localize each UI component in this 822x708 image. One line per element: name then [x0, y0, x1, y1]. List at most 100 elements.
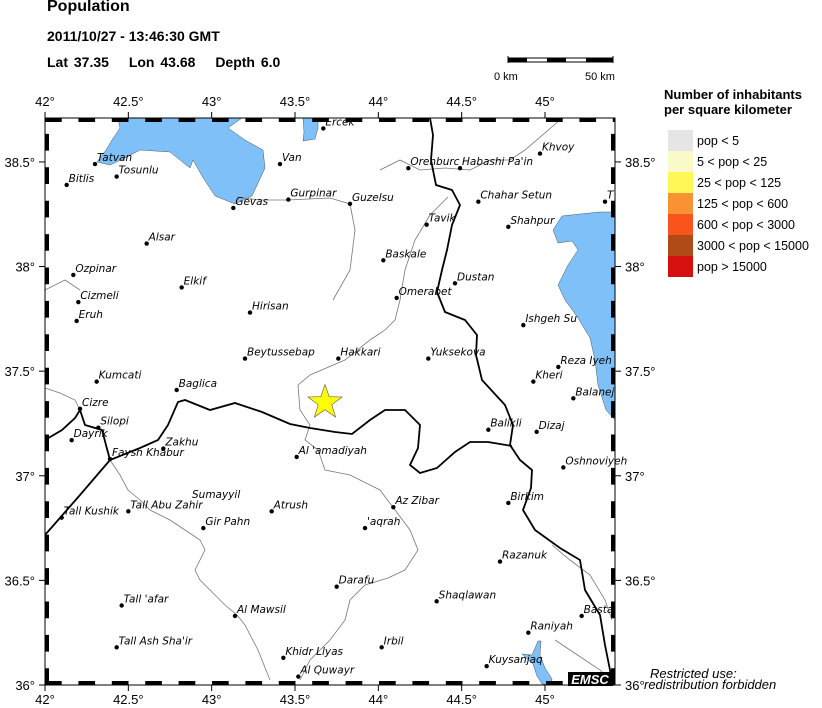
- lon-label-top: 44.5°: [446, 94, 477, 109]
- usage-notice: Restricted use: redistribution forbidden: [644, 667, 776, 691]
- city-marker: Faysh Khabur: [107, 447, 184, 462]
- city-label: Kumcati: [99, 370, 142, 382]
- city-dot-icon: [119, 603, 124, 608]
- city-dot-icon: [92, 161, 98, 167]
- city-dot-icon: [334, 584, 339, 589]
- country-borders: [44, 117, 613, 686]
- legend-label: pop < 5: [697, 133, 740, 148]
- city-dot-icon: [74, 318, 79, 324]
- city-marker: Tall Ash Sha'ir: [114, 635, 193, 650]
- lat-label-left: 37°: [15, 469, 35, 484]
- city-marker: Van: [277, 152, 302, 167]
- city-label: Khidr Llyas: [285, 646, 343, 658]
- city-marker: Kheri: [531, 370, 563, 384]
- city-dot-icon: [434, 599, 439, 604]
- city-label: T: [607, 190, 615, 202]
- city-label: Baskale: [385, 248, 426, 260]
- city-label: Tosunlu: [119, 165, 159, 177]
- city-marker: Yuksekova: [426, 347, 486, 361]
- city-label: Raniyah: [530, 621, 573, 633]
- city-marker: Ishgeh Su: [521, 313, 577, 328]
- city-label: Razanuk: [502, 550, 548, 562]
- scale-end: 50 km: [585, 71, 615, 83]
- city-label: Ozpinar: [75, 263, 116, 275]
- legend-item: pop < 5: [668, 130, 809, 151]
- city-dot-icon: [94, 379, 99, 384]
- city-dot-icon: [561, 465, 566, 470]
- city-label: Sumayyil: [192, 489, 240, 501]
- legend-title-line1: Number of inhabitants: [664, 87, 802, 102]
- city-label: Baglica: [179, 378, 217, 390]
- graticule-labels: 42° 42° 42.5° 42.5° 43° 43° 43.5° 43.5° 44° 44° 44…: [4, 94, 655, 707]
- city-dot-icon: [174, 387, 179, 393]
- city-marker: Tosunlu: [114, 165, 159, 179]
- lon-label-bottom: 43.5°: [280, 692, 311, 707]
- city-dot-icon: [114, 645, 119, 650]
- city-marker: Sumayyil: [192, 489, 240, 501]
- city-dot-icon: [497, 559, 503, 564]
- city-label: Al 'amadiyah: [298, 445, 367, 457]
- scale-bar: 0 km 50 km: [494, 56, 615, 83]
- city-dot-icon: [484, 663, 489, 669]
- city-dot-icon: [64, 182, 69, 188]
- city-dot-icon: [179, 285, 184, 290]
- city-label: Kheri: [535, 370, 562, 382]
- legend-label: pop > 15000: [697, 259, 767, 274]
- city-label: Tall Abu Zahir: [130, 499, 203, 511]
- city-marker: Reza Iyeh: [556, 355, 612, 370]
- lon-label-top: 44°: [368, 94, 388, 109]
- city-marker: Balikli: [486, 418, 522, 432]
- city-dot-icon: [294, 454, 299, 460]
- legend-label: 5 < pop < 25: [697, 154, 768, 169]
- city-marker: Cizre: [77, 397, 109, 412]
- city-dot-icon: [424, 222, 429, 227]
- city-dot-icon: [531, 379, 536, 384]
- city-label: Gevas: [235, 196, 268, 208]
- city-label: Silopi: [100, 416, 129, 428]
- city-label: Ishgeh Su: [525, 313, 577, 325]
- city-marker: Silopi: [96, 416, 129, 430]
- city-marker: Dayrik: [69, 428, 109, 443]
- lake-van: [96, 117, 266, 205]
- city-label: Gir Pahn: [205, 516, 250, 528]
- lat-label-right: 38.5°: [625, 155, 656, 170]
- city-marker: Balanej: [571, 386, 614, 401]
- legend-item: 125 < pop < 600: [668, 193, 809, 214]
- city-marker: Tatvan: [92, 152, 132, 167]
- legend-item: pop > 15000: [668, 256, 809, 277]
- city-label: Hirisan: [252, 301, 289, 313]
- city-dot-icon: [281, 655, 286, 661]
- city-dot-icon: [232, 613, 238, 619]
- city-dot-icon: [126, 509, 131, 514]
- city-label: Balikli: [490, 418, 521, 430]
- legend-item: 5 < pop < 25: [668, 151, 809, 172]
- city-dot-icon: [69, 438, 74, 443]
- city-dot-icon: [476, 199, 481, 204]
- city-marker: Hirisan: [247, 301, 289, 315]
- city-label: 'aqrah: [367, 516, 400, 528]
- city-marker: Gurpinar: [286, 188, 337, 202]
- epicenter-star-icon: [307, 383, 343, 418]
- city-label: Eruh: [79, 309, 103, 321]
- city-marker: Habashi Pa'in: [457, 156, 533, 171]
- city-dot-icon: [76, 299, 81, 305]
- city-label: Beytussebap: [247, 347, 315, 359]
- lat-label-right: 38°: [625, 260, 645, 275]
- city-label: Cizre: [82, 397, 109, 409]
- city-dot-icon: [571, 396, 576, 401]
- city-marker: Shahpur: [506, 215, 555, 229]
- city-label: Dizaj: [539, 420, 565, 432]
- city-marker: Tavik: [424, 213, 457, 227]
- lon-label-bottom: 44.5°: [446, 692, 477, 707]
- legend-label: 600 < pop < 3000: [697, 217, 796, 232]
- city-marker: Al 'amadiyah: [294, 445, 367, 460]
- lat-label-left: 38°: [15, 260, 35, 275]
- lat-label-left: 37.5°: [4, 364, 35, 379]
- city-label: Alsar: [148, 232, 176, 244]
- legend-item: 25 < pop < 125: [668, 172, 809, 193]
- city-marker: Khidr Llyas: [281, 646, 344, 661]
- city-marker: Omerabet: [394, 286, 452, 301]
- city-dot-icon: [107, 456, 113, 462]
- legend-swatch: [668, 172, 693, 193]
